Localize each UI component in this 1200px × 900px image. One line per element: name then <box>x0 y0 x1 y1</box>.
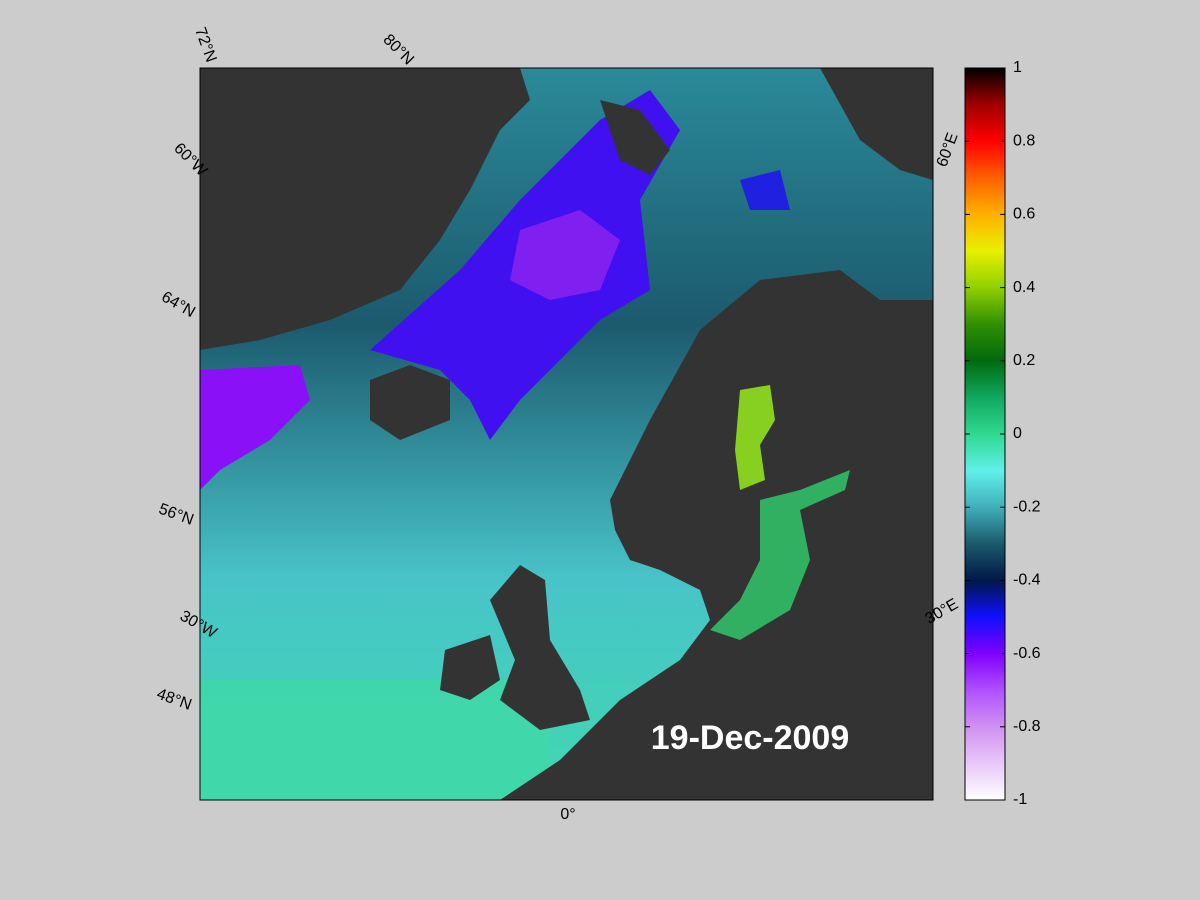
colorbar-tick-label: -0.4 <box>1013 572 1041 589</box>
colorbar-tick-label: 0.4 <box>1013 279 1035 296</box>
graticule-label: 64°N <box>158 288 197 321</box>
graticule-label: 56°N <box>156 501 195 529</box>
cold-anomaly <box>200 365 310 490</box>
colorbar-tick-label: 1 <box>1013 59 1022 76</box>
colorbar-tick-label: -1 <box>1013 791 1027 808</box>
graticule-label: 60°E <box>934 131 962 170</box>
greenland <box>200 68 530 350</box>
great-britain <box>490 565 590 730</box>
colorbar-tick-label: 0.6 <box>1013 206 1035 223</box>
graticule-label: 0° <box>560 806 575 823</box>
graticule-label: 48°N <box>154 686 193 714</box>
baltic-sea <box>710 470 850 640</box>
cold-anomaly <box>740 170 790 210</box>
bothnian-bay <box>735 385 775 490</box>
novaya-zemlya <box>820 68 933 180</box>
graticule-label: 80°N <box>380 31 417 68</box>
colorbar <box>964 67 1006 801</box>
iceland <box>370 365 450 440</box>
colorbar-tick-label: 0 <box>1013 425 1022 442</box>
colorbar-tick-label: 0.8 <box>1013 132 1035 149</box>
ireland <box>440 635 500 700</box>
colorbar-tick-label: 0.2 <box>1013 352 1035 369</box>
colorbar-tick-label: -0.2 <box>1013 498 1041 515</box>
colorbar-tick-label: -0.8 <box>1013 718 1041 735</box>
map-frame <box>199 67 934 801</box>
graticule-label: 72°N <box>191 25 219 64</box>
map <box>200 68 933 800</box>
cold-anomaly-core <box>510 210 620 300</box>
scandinavia-europe <box>500 270 933 800</box>
warm-anomaly <box>200 680 550 800</box>
colorbar-tick-label: -0.6 <box>1013 645 1041 662</box>
date-label: 19-Dec-2009 <box>651 719 849 757</box>
svalbard <box>600 100 670 175</box>
